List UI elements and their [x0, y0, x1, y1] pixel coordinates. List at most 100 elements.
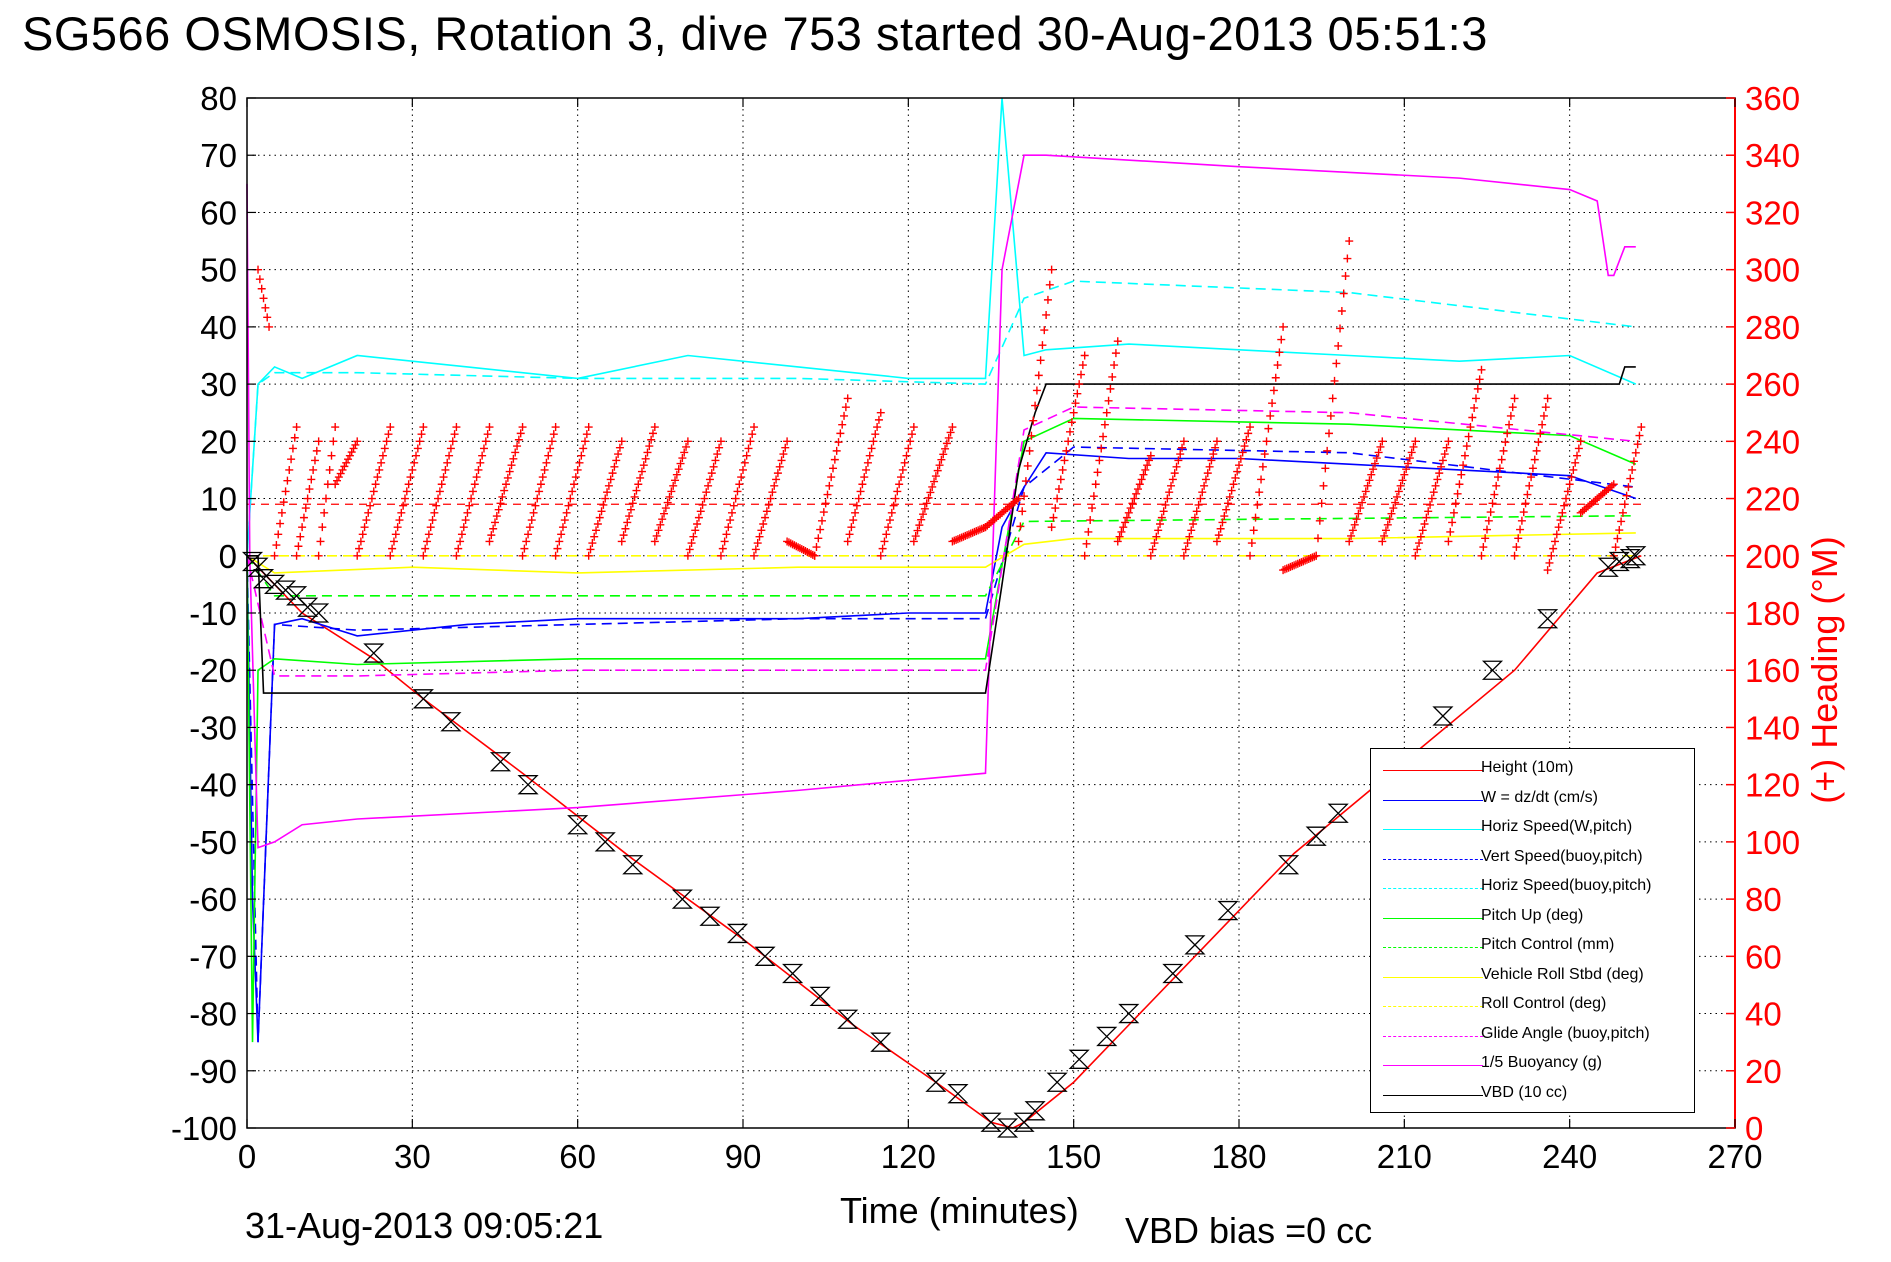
heading-point [299, 513, 308, 522]
y-tick-label: 50 [200, 252, 237, 289]
legend-entry: 1/5 Buoyancy (g) [1371, 1054, 1694, 1078]
y-right-tick-label: 200 [1745, 538, 1800, 575]
heading-point [817, 516, 826, 525]
heading-point [377, 458, 386, 467]
heading-point [334, 473, 343, 482]
heading-point [865, 451, 874, 460]
heading-point [1383, 520, 1392, 529]
depth-marker [1305, 826, 1327, 846]
heading-point [1045, 280, 1054, 289]
heading-point [1369, 465, 1378, 474]
heading-point [1345, 537, 1354, 546]
heading-point [1163, 494, 1172, 503]
heading-point [880, 537, 889, 546]
y-tick-label: 40 [200, 309, 237, 346]
heading-point [1370, 459, 1379, 468]
legend-swatch [1383, 829, 1483, 830]
heading-point [290, 433, 299, 442]
heading-point [1113, 537, 1122, 546]
heading-point [1576, 437, 1585, 446]
heading-point [830, 455, 839, 464]
heading-point [674, 465, 683, 474]
heading-point [1168, 475, 1177, 484]
heading-point [1444, 437, 1453, 446]
heading-point [1365, 476, 1374, 485]
heading-point [836, 429, 845, 438]
depth-marker [567, 815, 589, 835]
heading-point [1036, 356, 1045, 365]
heading-point [806, 549, 815, 558]
heading-point [1071, 399, 1080, 408]
heading-point [783, 537, 792, 546]
heading-point [750, 551, 759, 560]
y-right-tick-label: 100 [1745, 824, 1800, 861]
heading-point [1426, 500, 1435, 509]
heading-point [908, 430, 917, 439]
heading-point [1326, 411, 1335, 420]
heading-point [623, 518, 632, 527]
heading-point [1130, 494, 1139, 503]
x-tick-label: 90 [725, 1138, 762, 1175]
heading-point [1317, 499, 1326, 508]
heading-point [1060, 456, 1069, 465]
heading-point [816, 525, 825, 534]
heading-point [1067, 418, 1076, 427]
heading-point [568, 487, 577, 496]
heading-point [1271, 373, 1280, 382]
heading-point [678, 454, 687, 463]
heading-point [1552, 530, 1561, 539]
heading-point [950, 536, 959, 545]
heading-point [1133, 485, 1142, 494]
heading-point [1330, 376, 1339, 385]
depth-marker [996, 1118, 1019, 1138]
heading-point [1466, 423, 1475, 432]
heading-point [652, 531, 661, 540]
heading-point [1264, 424, 1273, 433]
heading-point [1126, 504, 1135, 513]
heading-point [366, 501, 375, 510]
heading-point [1295, 558, 1304, 567]
heading-point [1297, 558, 1306, 567]
depth-marker [980, 1112, 1002, 1132]
heading-point [788, 540, 797, 549]
heading-point [424, 530, 433, 539]
heading-point [1523, 490, 1532, 499]
heading-point [553, 544, 562, 553]
heading-point [487, 531, 496, 540]
heading-point [698, 500, 707, 509]
heading-point [434, 494, 443, 503]
heading-point [454, 544, 463, 553]
heading-point [1517, 516, 1526, 525]
heading-point [456, 537, 465, 546]
heading-point [1503, 429, 1512, 438]
heading-point [415, 437, 424, 446]
heading-point [919, 510, 928, 519]
heading-point [781, 443, 790, 452]
heading-point [628, 499, 637, 508]
legend-label: Vert Speed(buoy,pitch) [1481, 847, 1643, 865]
heading-point [1280, 565, 1289, 574]
heading-point [1062, 446, 1071, 455]
heading-point [483, 430, 492, 439]
heading-point [696, 507, 705, 516]
heading-point [680, 448, 689, 457]
depth-marker [1537, 609, 1559, 629]
heading-point [896, 473, 905, 482]
heading-point [614, 450, 623, 459]
heading-point [922, 499, 931, 508]
y-right-tick-label: 280 [1745, 309, 1800, 346]
heading-point [1337, 306, 1346, 315]
heading-point [1269, 386, 1278, 395]
heading-point [1288, 562, 1297, 571]
heading-point [709, 462, 718, 471]
heading-point [1464, 432, 1473, 441]
heading-point [498, 492, 507, 501]
heading-point [650, 537, 659, 546]
heading-point [1223, 499, 1232, 508]
heading-point [1400, 470, 1409, 479]
heading-point [1225, 492, 1234, 501]
heading-point [1244, 429, 1253, 438]
heading-point [255, 275, 264, 284]
heading-point [395, 516, 404, 525]
